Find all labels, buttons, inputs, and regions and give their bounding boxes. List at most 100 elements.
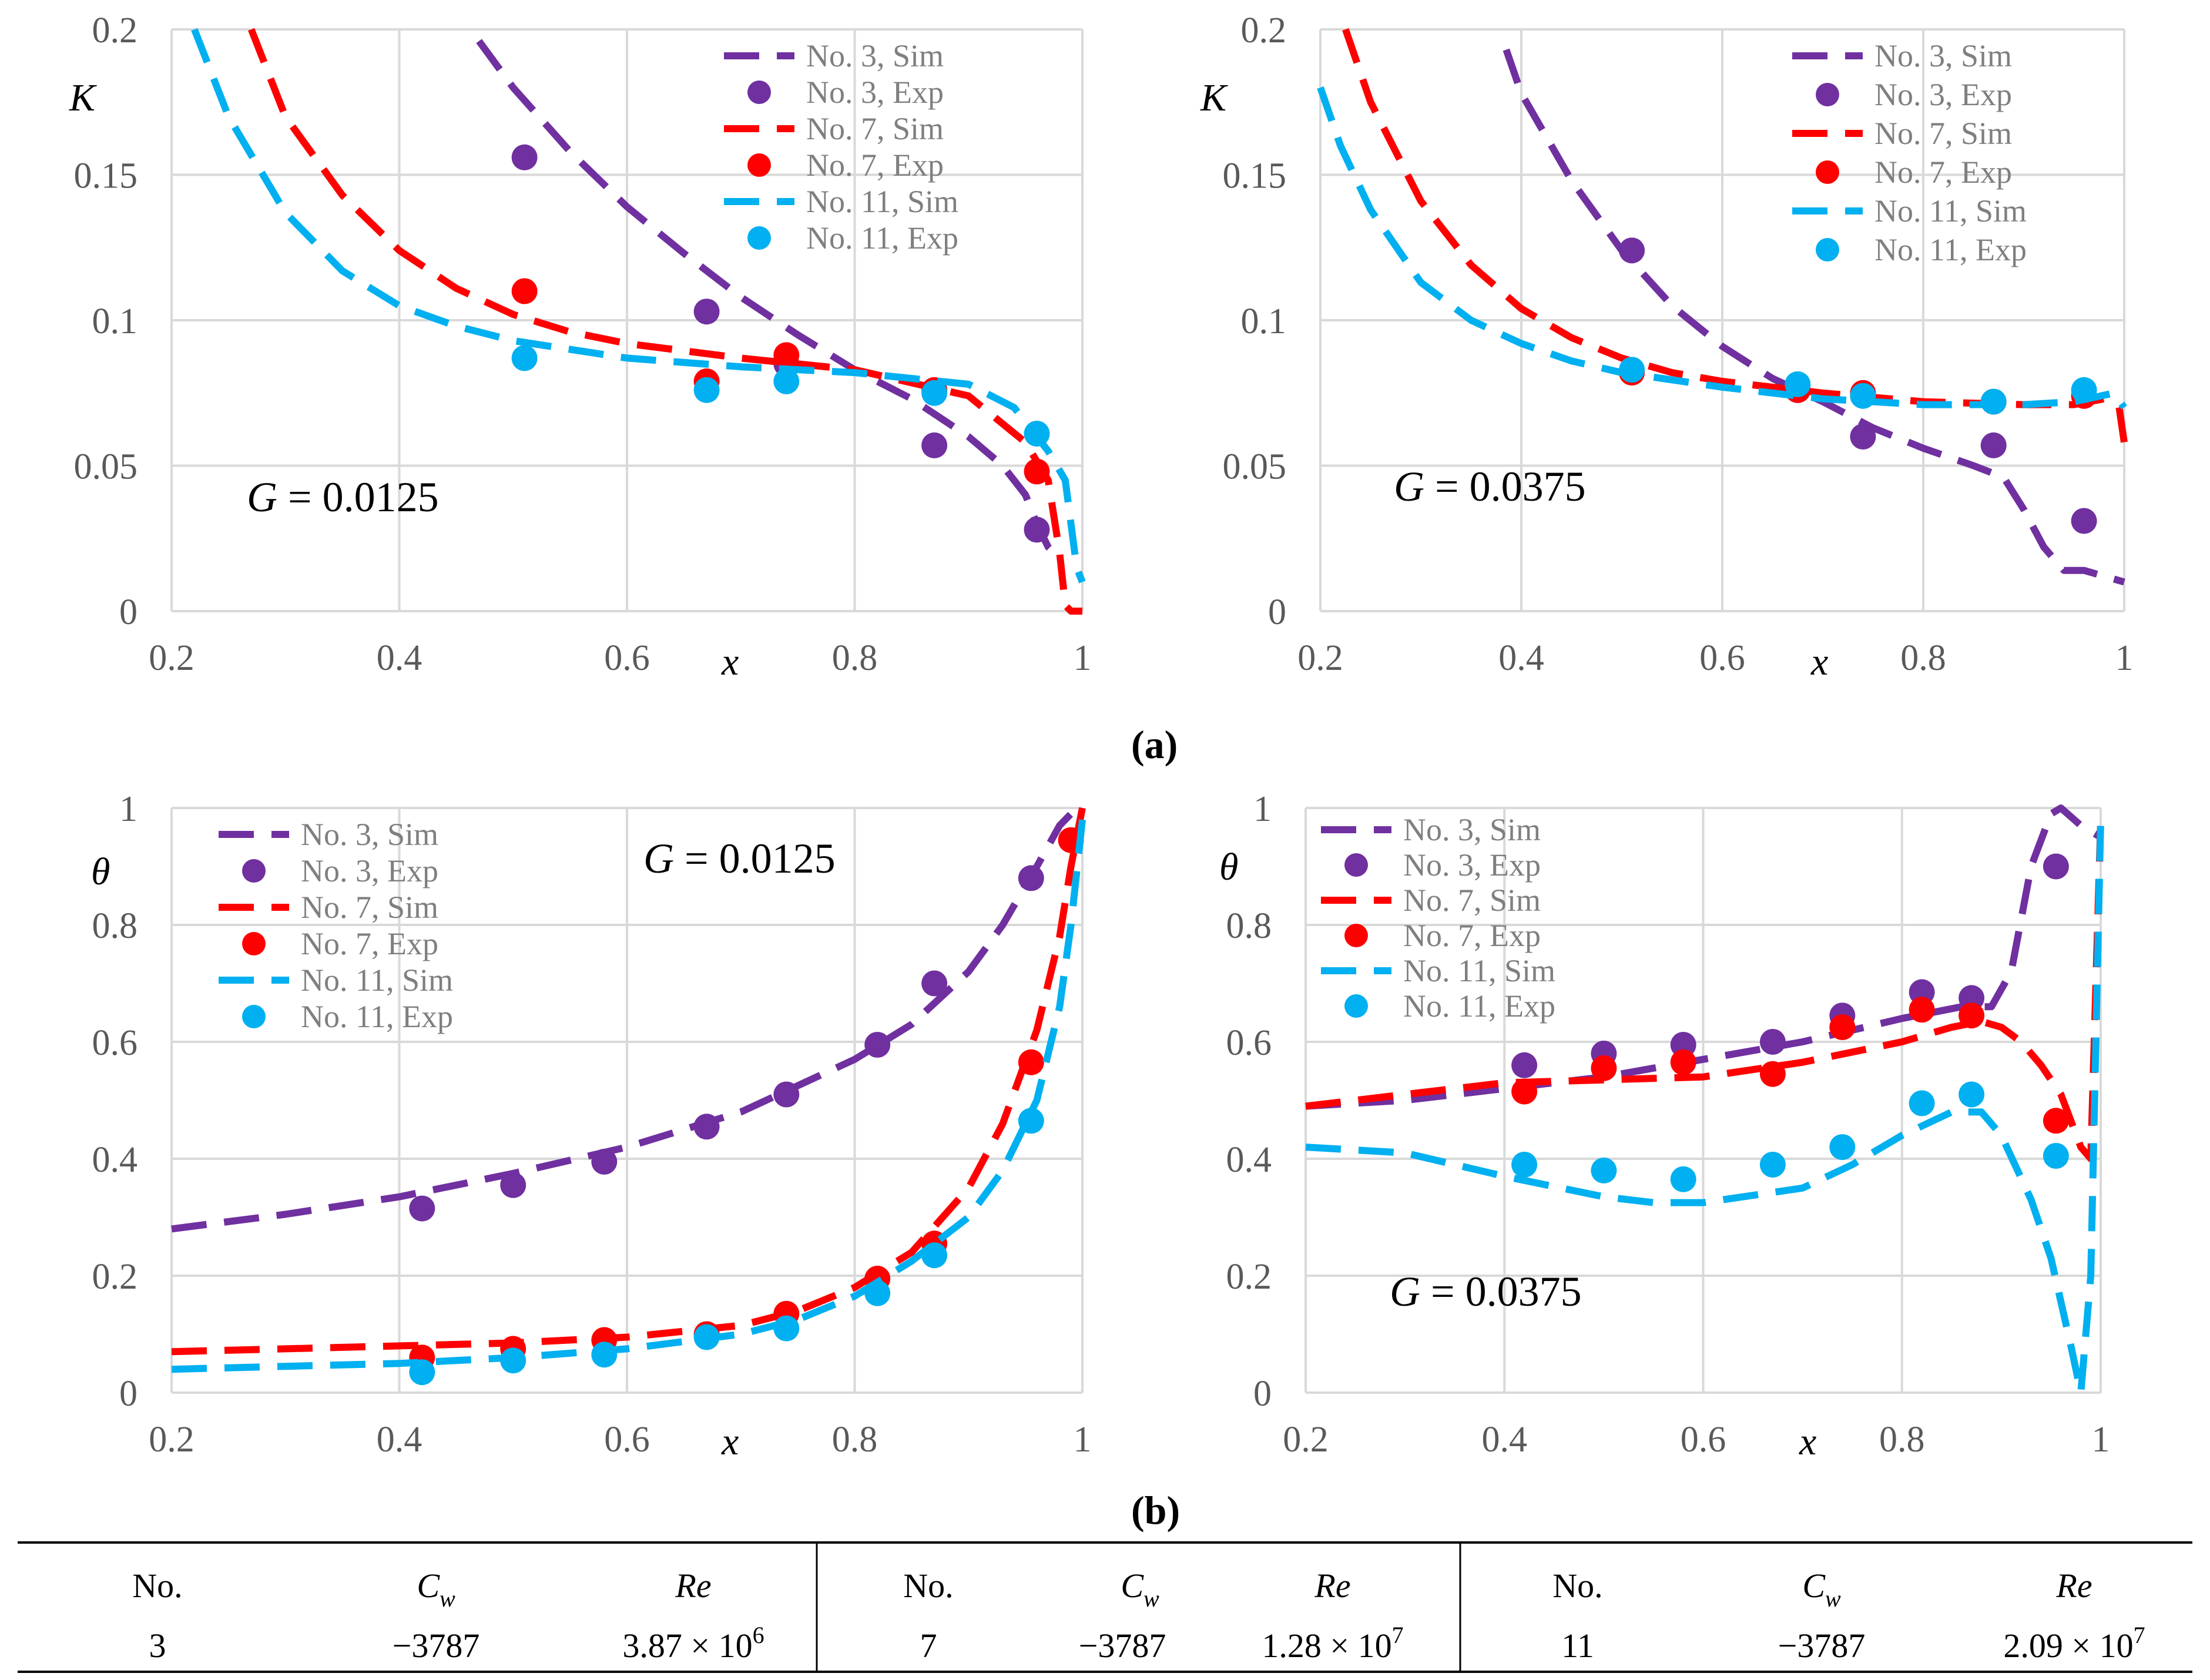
data-point-no-11-exp — [1785, 371, 1811, 397]
legend-label-no-11-exp: No. 11, Exp — [806, 220, 958, 256]
series-layer — [191, 28, 1086, 615]
table-cell-re: 3.87 × 106 — [622, 1622, 764, 1665]
data-point-no-11-exp — [1909, 1090, 1935, 1116]
y-tick-label: 0.2 — [92, 1257, 138, 1297]
legend-label-no-3-exp: No. 3, Exp — [301, 853, 438, 888]
y-tick-label: 0.1 — [92, 301, 138, 341]
data-point-no-11-exp — [773, 368, 800, 394]
series-layer — [171, 804, 1086, 1386]
y-tick-label: 0.15 — [1223, 156, 1287, 196]
y-axis-label: θ — [91, 850, 110, 893]
legend-swatch-no-3-exp — [747, 81, 771, 104]
chart-theta-g0125: 0 0.2 0.4 0.6 0.8 1 0.2 0.4 0.6 0.8 1 θ x G = 0.0… — [91, 789, 1092, 1463]
table-header-cw: Cw — [417, 1567, 455, 1612]
data-point-no-11-exp — [409, 1359, 435, 1386]
x-tick-label: 0.4 — [1482, 1420, 1528, 1460]
table-cell-cw: −3787 — [1778, 1627, 1866, 1665]
y-tick-label: 0.8 — [1226, 906, 1272, 946]
data-point-no-7-exp — [1018, 1049, 1044, 1075]
g-symbol: G — [1394, 463, 1424, 510]
data-point-no-7-exp — [1511, 1078, 1538, 1105]
table-cell-re: 1.28 × 107 — [1262, 1622, 1403, 1665]
data-point-no-11-exp — [1619, 357, 1645, 383]
x-tick-label: 1 — [2092, 1420, 2110, 1460]
grid — [1304, 807, 2102, 1394]
legend-swatch-no-11-exp — [747, 226, 771, 250]
x-tick-labels: 0.2 0.4 0.6 0.8 1 — [149, 1420, 1091, 1460]
g-symbol: G — [1390, 1268, 1420, 1315]
data-point-no-7-exp — [511, 278, 538, 304]
x-tick-label: 0.6 — [1681, 1420, 1726, 1460]
data-point-no-3-exp — [2043, 853, 2069, 880]
y-axis-label: K — [69, 76, 97, 119]
x-axis-label: x — [721, 1420, 739, 1463]
x-tick-label: 0.2 — [149, 1420, 194, 1460]
legend-swatch-no-3-exp — [242, 859, 266, 883]
y-tick-label: 0.4 — [92, 1140, 138, 1180]
data-point-no-7-exp — [1670, 1049, 1696, 1075]
legend-label-no-11-exp: No. 11, Exp — [301, 999, 453, 1034]
chart-k-g0375: 0 0.05 0.1 0.15 0.2 0.2 0.4 0.6 0.8 1 K x G = 0.… — [1200, 11, 2134, 683]
legend-swatch-no-7-exp — [747, 153, 771, 177]
parameter-table: No. Cw Re 3 −3787 3.87 × 106 No. Cw Re 7… — [18, 1541, 2192, 1673]
x-tick-label: 0.8 — [832, 1420, 878, 1460]
y-tick-labels: 0 0.2 0.4 0.6 0.8 1 — [1226, 789, 1272, 1414]
x-axis-label: x — [721, 641, 739, 683]
y-tick-label: 0.2 — [1241, 11, 1287, 51]
y-tick-labels: 0 0.05 0.1 0.15 0.2 — [74, 11, 138, 632]
x-tick-label: 0.8 — [1879, 1420, 1925, 1460]
data-point-no-11-exp — [1591, 1157, 1617, 1183]
grid — [1319, 28, 2125, 612]
data-point-no-3-exp — [2071, 508, 2097, 534]
y-tick-label: 0.05 — [1223, 447, 1287, 487]
data-point-no-3-exp — [921, 970, 948, 997]
data-point-no-7-exp — [1829, 1014, 1856, 1041]
legend-label-no-3-exp: No. 3, Exp — [806, 75, 944, 110]
legend-label-no-7-sim: No. 7, Sim — [1874, 116, 2012, 151]
y-tick-label: 0.15 — [74, 156, 138, 196]
legend-label-no-3-sim: No. 3, Sim — [806, 38, 944, 73]
table-header-re: Re — [1314, 1567, 1350, 1605]
legend-swatch-no-7-exp — [1816, 160, 1839, 184]
x-tick-label: 0.8 — [1900, 638, 1946, 678]
table-header-re: Re — [675, 1567, 711, 1605]
x-axis-label: x — [1810, 641, 1828, 683]
data-point-no-3-exp — [511, 144, 538, 170]
legend-label-no-7-exp: No. 7, Exp — [1403, 918, 1541, 953]
y-tick-label: 0.6 — [92, 1023, 138, 1063]
data-point-no-7-exp — [2043, 1108, 2069, 1134]
x-tick-labels: 0.2 0.4 0.6 0.8 1 — [1297, 638, 2133, 678]
chart-theta-g0375: 0 0.2 0.4 0.6 0.8 1 0.2 0.4 0.6 0.8 1 θ x G = 0.0… — [1219, 789, 2110, 1463]
x-tick-label: 0.2 — [1297, 638, 1343, 678]
x-tick-label: 0.6 — [604, 1420, 650, 1460]
series-line-no-11-sim — [1305, 819, 2104, 1396]
panel-label-b: (b) — [1131, 1488, 1180, 1533]
g-value: = 0.0375 — [1420, 1268, 1582, 1315]
data-point-no-11-exp — [1980, 388, 2007, 415]
data-point-no-3-exp — [693, 1114, 720, 1140]
data-point-no-11-exp — [921, 1242, 948, 1269]
x-tick-label: 0.4 — [377, 1420, 422, 1460]
y-axis-label: θ — [1219, 846, 1238, 888]
y-tick-label: 0 — [119, 1374, 138, 1414]
data-point-no-11-exp — [693, 377, 720, 403]
y-tick-label: 0 — [119, 592, 138, 632]
x-tick-label: 0.6 — [1699, 638, 1745, 678]
legend-swatch-no-7-exp — [1344, 924, 1368, 947]
x-tick-label: 0.8 — [832, 638, 878, 678]
x-tick-label: 0.2 — [149, 638, 194, 678]
g-value: = 0.0125 — [674, 835, 836, 882]
table-cell-no: 7 — [920, 1627, 937, 1665]
legend-label-no-3-exp: No. 3, Exp — [1403, 847, 1541, 883]
y-tick-labels: 0 0.2 0.4 0.6 0.8 1 — [92, 789, 138, 1414]
y-tick-label: 1 — [119, 789, 138, 829]
y-tick-label: 0.2 — [92, 11, 138, 51]
x-tick-label: 1 — [1074, 1420, 1092, 1460]
data-point-no-3-exp — [1759, 1029, 1786, 1055]
x-axis-label: x — [1799, 1420, 1816, 1463]
legend-swatch-no-11-exp — [242, 1005, 266, 1028]
series-line-no-3-sim — [1305, 804, 2103, 1110]
series-line-no-11-sim — [171, 819, 1086, 1373]
